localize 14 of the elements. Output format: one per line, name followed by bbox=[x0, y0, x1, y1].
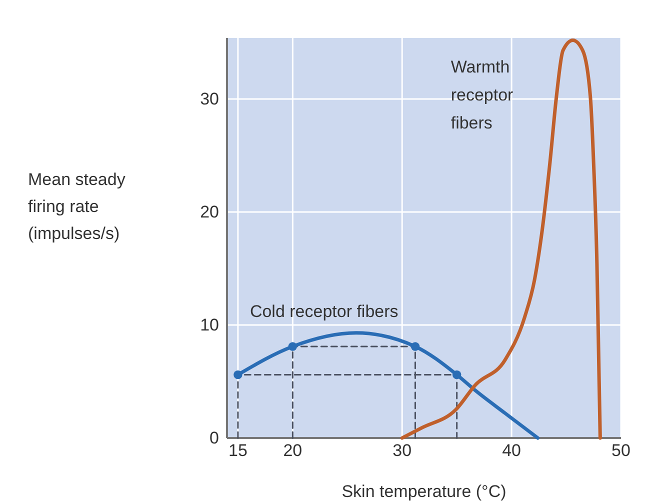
x-tick-label: 30 bbox=[392, 441, 412, 460]
x-axis-title: Skin temperature (°C) bbox=[342, 482, 506, 501]
x-tick-label: 50 bbox=[612, 441, 630, 460]
x-tick-label: 20 bbox=[283, 441, 302, 460]
x-tick-label: 40 bbox=[502, 441, 522, 460]
y-tick-label: 10 bbox=[200, 315, 219, 334]
y-tick-label: 30 bbox=[200, 89, 219, 108]
y-tick-label: 20 bbox=[200, 202, 219, 222]
line-series bbox=[400, 38, 602, 440]
y-axis-title: Mean steady firing rate (impulses/s) bbox=[28, 170, 126, 243]
y-tick-label: 0 bbox=[210, 428, 219, 448]
x-tick-label: 15 bbox=[228, 441, 248, 460]
series-label: Cold receptor fibers bbox=[250, 302, 398, 321]
text: Warmth receptor fibers bbox=[450, 57, 514, 132]
